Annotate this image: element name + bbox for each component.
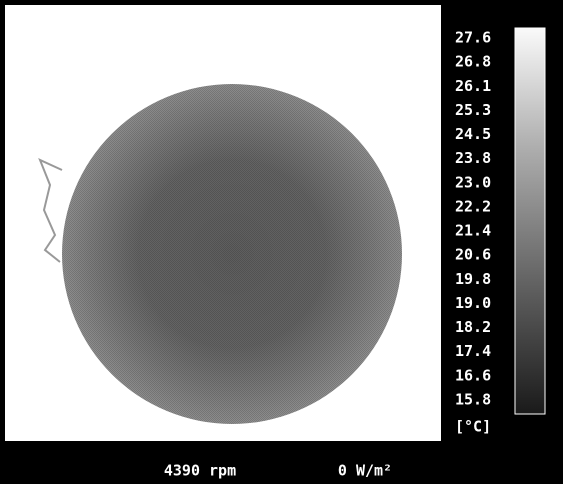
scale-label: 22.2 <box>455 197 491 215</box>
scale-label: 27.6 <box>455 29 491 47</box>
scale-label: 15.8 <box>455 391 491 409</box>
scale-label: 21.4 <box>455 222 491 240</box>
scale-label: 23.8 <box>455 149 491 167</box>
heat-flux: 0 W/m² <box>338 462 392 480</box>
scale-label: 23.0 <box>455 173 491 191</box>
screen: 27.6 26.8 26.1 25.3 24.5 23.8 23.0 22.2 21.4 20.6… <box>0 0 563 484</box>
scale-label: 25.3 <box>455 101 491 119</box>
scale-label: 20.6 <box>455 246 491 264</box>
scale-label: 24.5 <box>455 125 491 143</box>
disk-texture <box>62 84 402 424</box>
scale-label: 26.8 <box>455 53 491 71</box>
thermal-view: 27.6 26.8 26.1 25.3 24.5 23.8 23.0 22.2 21.4 20.6… <box>0 0 563 484</box>
scale-label: 19.8 <box>455 270 491 288</box>
scale-label: 18.2 <box>455 318 491 336</box>
speed: 4390 rpm <box>164 462 236 480</box>
scale-label: 17.4 <box>455 342 491 360</box>
scale-unit: [°C] <box>455 418 491 436</box>
scale-label: 16.6 <box>455 366 491 384</box>
scale-label: 19.0 <box>455 294 491 312</box>
scale-label: 26.1 <box>455 77 491 95</box>
color-bar <box>515 28 545 414</box>
